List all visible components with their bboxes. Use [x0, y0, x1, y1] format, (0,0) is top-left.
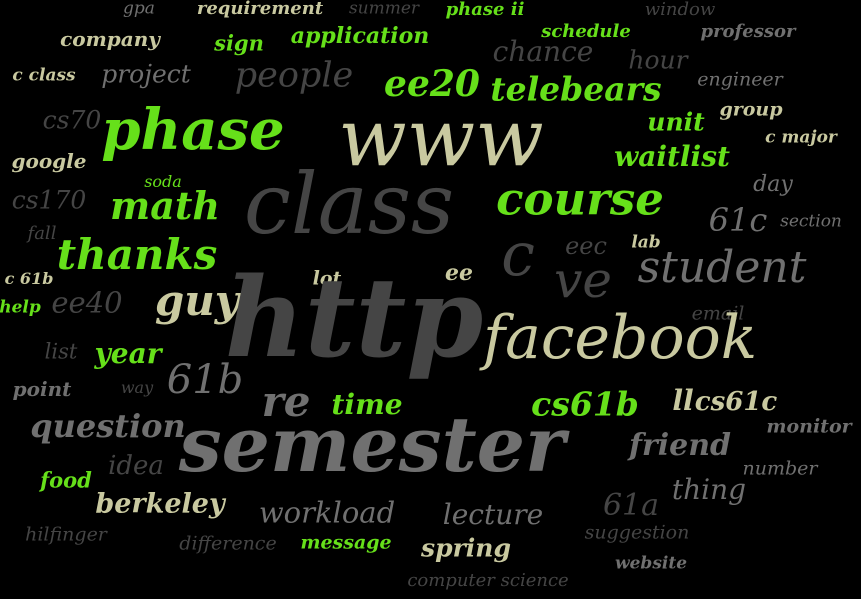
word-c-major: c major [765, 127, 837, 148]
word-cs170: cs170 [11, 185, 87, 215]
word-ll: ll [672, 384, 694, 417]
word-soda: soda [144, 172, 182, 191]
word-ve: ve [554, 251, 612, 309]
word-time: time [331, 388, 403, 421]
word-www: www [338, 91, 544, 184]
word-list: list [44, 339, 78, 364]
word-way: way [120, 378, 154, 397]
word-cs70: cs70 [42, 105, 102, 135]
word-food: food [40, 467, 92, 493]
word-guy: guy [154, 276, 240, 325]
word-course: course [496, 172, 664, 226]
word-ee20: ee20 [384, 63, 480, 105]
word-thanks: thanks [56, 230, 218, 279]
word-class: class [243, 155, 455, 253]
word-re: re [261, 377, 311, 426]
word-idea: idea [108, 451, 164, 481]
word-c-class: c class [12, 65, 76, 86]
word-lecture: lecture [442, 498, 544, 531]
word-window: window [644, 0, 716, 20]
word-company: company [60, 27, 160, 51]
word-engineer: engineer [697, 68, 783, 91]
word-summer: summer [348, 0, 420, 19]
word-lab: lab [631, 232, 661, 253]
word-help: help [0, 297, 41, 318]
word-facebook: facebook [482, 303, 758, 373]
word-workload: workload [258, 495, 396, 530]
word-telebears: telebears [490, 69, 662, 109]
word-berkeley: berkeley [95, 488, 225, 520]
word-professor: professor [700, 21, 796, 42]
word-c: c [501, 220, 535, 290]
word-phase-ii: phase ii [445, 0, 525, 20]
word-section: section [780, 211, 842, 232]
word-gpa: gpa [123, 0, 155, 19]
word-spring: spring [421, 533, 511, 563]
word-semester: semester [178, 400, 566, 489]
word-waitlist: waitlist [614, 140, 730, 173]
word-application: application [290, 23, 430, 49]
word-point: point [12, 377, 72, 401]
word-ee: ee [445, 260, 473, 286]
word-difference: difference [179, 532, 277, 555]
word-phase: phase [101, 97, 285, 163]
word-day: day [753, 172, 793, 197]
word-monitor: monitor [766, 415, 852, 438]
word-thing: thing [671, 473, 747, 506]
word-requirement: requirement [196, 0, 324, 19]
word-hour: hour [628, 45, 688, 75]
word-eec: eec [565, 232, 607, 260]
word-chance: chance [492, 35, 594, 68]
word-project: project [101, 59, 191, 89]
word-group: group [719, 98, 783, 121]
word-61b: 61b [166, 357, 244, 403]
word-lot: lot [312, 267, 342, 290]
word-ee40: ee40 [51, 285, 123, 320]
word-people: people [234, 55, 354, 96]
word-student: student [637, 242, 807, 293]
word-61a: 61a [602, 488, 660, 523]
word-question: question [30, 407, 186, 445]
word-cs61b: cs61b [531, 384, 639, 424]
word-math: math [109, 183, 221, 228]
word-friend: friend [629, 428, 731, 463]
word-number: number [742, 457, 818, 480]
word-email: email [691, 302, 745, 325]
word-year: year [94, 337, 162, 370]
word-fall: fall [27, 223, 57, 244]
word-suggestion: suggestion [584, 521, 690, 544]
word-c-61b: c 61b [4, 269, 54, 288]
word-unit: unit [647, 107, 705, 137]
word-sign: sign [214, 30, 264, 56]
word-computer-science: computer science [407, 570, 569, 591]
word-cs61c: cs61c [694, 387, 778, 417]
word-website: website [614, 553, 688, 574]
word-google: google [11, 149, 87, 173]
word-61c: 61c [708, 201, 768, 239]
word-http: http [224, 253, 484, 382]
word-hilfinger: hilfinger [25, 523, 107, 546]
word-schedule: schedule [541, 21, 631, 42]
word-message: message [300, 531, 392, 554]
